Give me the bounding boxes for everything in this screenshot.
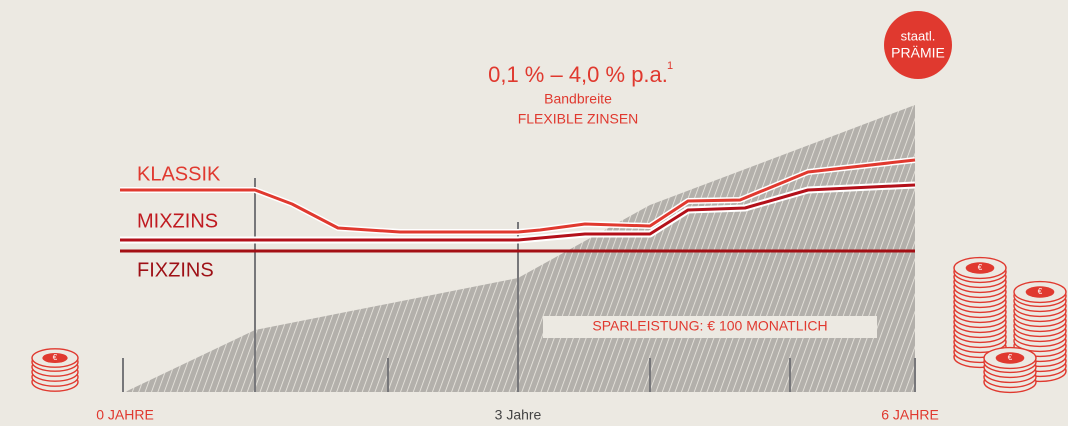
coin-symbol: € [978, 263, 983, 272]
subtitle: Bandbreite [544, 91, 612, 107]
footnote: 1 [667, 60, 673, 72]
coin-symbol: € [1008, 353, 1013, 362]
fixzins-label: FIXZINS [137, 259, 214, 281]
axis-label: 3 Jahre [495, 407, 542, 423]
badge-line: PRÄMIE [891, 45, 945, 61]
infographic: SPARLEISTUNG: € 100 MONATLICH KLASSIK MI… [0, 0, 1068, 426]
caption: FLEXIBLE ZINSEN [518, 111, 639, 127]
klassik-label: KLASSIK [137, 163, 221, 185]
badge-line: staatl. [901, 28, 936, 43]
coin-symbol: € [1038, 287, 1043, 296]
area-label: SPARLEISTUNG: € 100 MONATLICH [592, 318, 827, 334]
coin-symbol: € [53, 353, 58, 362]
mixzins-label: MIXZINS [137, 210, 218, 232]
axis-label: 0 JAHRE [96, 407, 154, 423]
axis-label: 6 JAHRE [881, 407, 939, 423]
rate-range: 0,1 % – 4,0 % p.a. [488, 62, 668, 87]
page: SPARLEISTUNG: € 100 MONATLICH KLASSIK MI… [0, 0, 1068, 426]
